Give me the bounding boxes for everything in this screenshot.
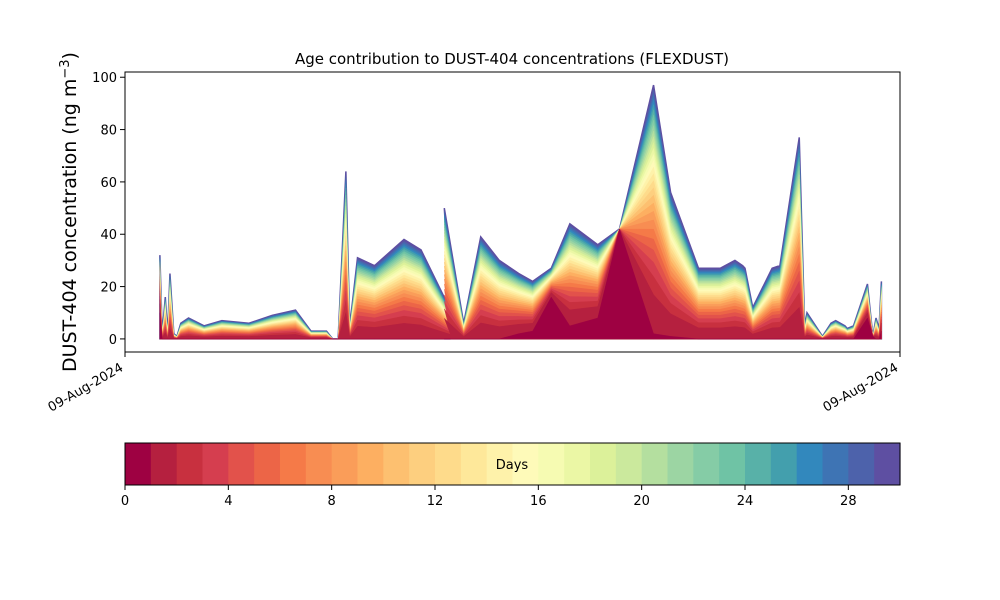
x-tick-label-right: 09-Aug-2024 <box>821 360 901 415</box>
colorbar-segment <box>409 443 436 485</box>
colorbar <box>125 443 901 485</box>
colorbar-segment <box>357 443 384 485</box>
colorbar-tick-label: 20 <box>633 494 650 509</box>
y-axis-label-exponent: −3 <box>58 59 73 78</box>
colorbar-segment <box>254 443 281 485</box>
y-axis-label-main: DUST-404 concentration (ng m <box>59 79 81 372</box>
y-tick-label: 80 <box>100 124 117 139</box>
age-layer-0 <box>159 228 882 340</box>
colorbar-tick-label: 24 <box>737 494 754 509</box>
colorbar-segment <box>538 443 565 485</box>
colorbar-segment <box>125 443 152 485</box>
y-tick-label: 20 <box>100 281 117 296</box>
y-tick-label: 100 <box>92 71 117 86</box>
colorbar-segment <box>305 443 333 485</box>
colorbar-tick-label: 16 <box>530 494 547 509</box>
colorbar-frame <box>124 442 901 486</box>
y-axis-label: DUST-404 concentration (ng m−3) <box>58 52 82 372</box>
colorbar-tick-label: 4 <box>224 494 232 509</box>
colorbar-segment <box>202 443 229 485</box>
colorbar-tick-label: 28 <box>840 494 857 509</box>
colorbar-tick-label: 0 <box>121 494 129 509</box>
colorbar-segment <box>693 443 720 485</box>
colorbar-segment <box>719 443 746 485</box>
colorbar-segment <box>641 443 669 485</box>
x-tick-label-left: 09-Aug-2024 <box>46 360 126 415</box>
colorbar-segment <box>874 443 901 485</box>
chart-title: Age contribution to DUST-404 concentrati… <box>295 50 729 68</box>
colorbar-ticks: 0 4 8 12 16 20 24 28 <box>121 485 857 509</box>
colorbar-segment <box>796 443 824 485</box>
colorbar-label: Days <box>496 458 529 473</box>
colorbar-segment <box>280 443 307 485</box>
y-tick-label: 60 <box>100 176 117 191</box>
plot-frame <box>124 71 901 353</box>
colorbar-segment <box>176 443 204 485</box>
colorbar-segment <box>770 443 798 485</box>
colorbar-segment <box>512 443 539 485</box>
colorbar-segment <box>331 443 359 485</box>
colorbar-segment <box>745 443 772 485</box>
colorbar-segment <box>486 443 514 485</box>
stacked-age-layers <box>159 84 883 340</box>
colorbar-segment <box>460 443 488 485</box>
colorbar-segment <box>848 443 875 485</box>
colorbar-segment <box>615 443 643 485</box>
colorbar-segment <box>383 443 410 485</box>
y-tick-label: 0 <box>109 333 117 348</box>
colorbar-segment <box>435 443 462 485</box>
colorbar-segment <box>228 443 255 485</box>
colorbar-tick-label: 12 <box>427 494 444 509</box>
colorbar-tick-label: 8 <box>328 494 336 509</box>
y-axis-ticks: 0 20 40 60 80 100 <box>92 71 125 348</box>
colorbar-segment <box>564 443 591 485</box>
y-tick-label: 40 <box>100 228 117 243</box>
colorbar-segment <box>150 443 178 485</box>
y-axis-label-close: ) <box>59 52 81 59</box>
colorbar-segment <box>590 443 617 485</box>
x-axis-ticks: 09-Aug-2024 09-Aug-2024 <box>46 352 901 416</box>
colorbar-segment <box>822 443 849 485</box>
colorbar-segment <box>667 443 694 485</box>
